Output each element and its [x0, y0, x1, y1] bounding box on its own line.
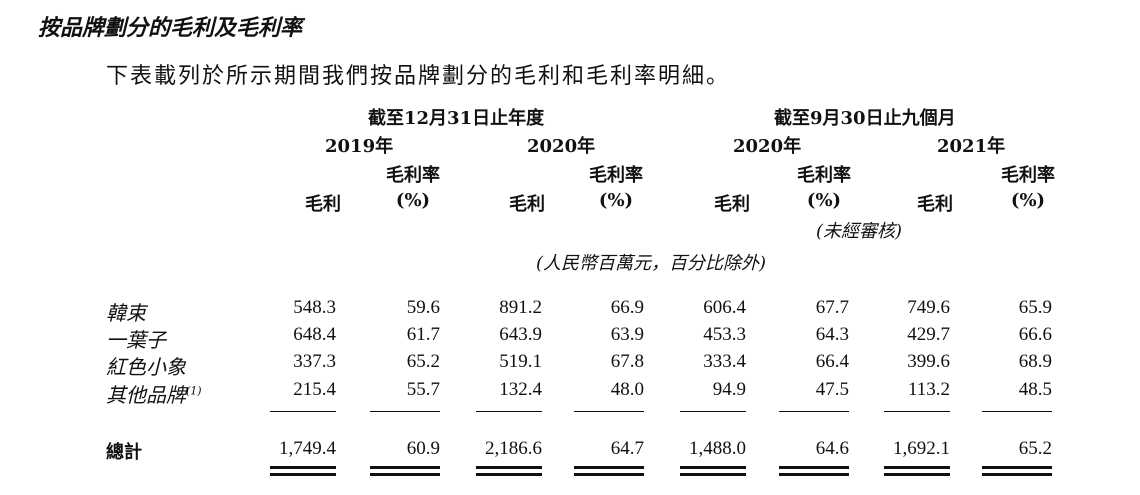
total-double-rule-3 [476, 466, 542, 476]
intro-text: 下表載列於所示期間我們按品牌劃分的毛利和毛利率明細。 [106, 64, 731, 89]
total-cell: 64.7 [610, 438, 644, 459]
col-profit-2: 毛利 [509, 194, 545, 215]
total-double-rule-5 [680, 466, 746, 476]
col-margin-pct-3: (%) [806, 190, 842, 211]
col-profit-1: 毛利 [305, 194, 341, 215]
total-cell: 64.6 [815, 438, 849, 459]
table-cell: 67.7 [815, 297, 849, 318]
col-margin-pct-2: (%) [598, 190, 634, 211]
table-cell: 132.4 [499, 379, 542, 400]
unit-note: (人民幣百萬元，百分比除外) [536, 253, 767, 274]
table-cell: 337.3 [293, 351, 336, 372]
subtotal-rule-8 [982, 411, 1052, 412]
table-cell: 65.2 [406, 351, 440, 372]
year-header-3: 2020年 [733, 136, 802, 157]
total-cell: 1,692.1 [893, 438, 950, 459]
subtotal-rule-4 [574, 411, 644, 412]
total-double-rule-1 [270, 466, 336, 476]
total-cell: 1,749.4 [279, 438, 336, 459]
row-label-yiyezi: 一葉子 [106, 328, 166, 352]
table-cell: 63.9 [610, 324, 644, 345]
table-cell: 94.9 [712, 379, 746, 400]
table-cell: 519.1 [499, 351, 542, 372]
period-header-nine-months: 截至9月30日止九個月 [774, 108, 956, 129]
total-double-rule-7 [884, 466, 950, 476]
col-margin-4: 毛利率 [1001, 165, 1055, 186]
total-cell: 60.9 [406, 438, 440, 459]
subtotal-rule-5 [680, 411, 746, 412]
table-cell: 64.3 [815, 324, 849, 345]
total-cell: 1,488.0 [689, 438, 746, 459]
col-margin-3: 毛利率 [797, 165, 851, 186]
table-cell: 66.9 [610, 297, 644, 318]
table-cell: 333.4 [703, 351, 746, 372]
table-cell: 749.6 [907, 297, 950, 318]
table-cell: 47.5 [815, 379, 849, 400]
year-header-4: 2021年 [937, 136, 1006, 157]
table-cell: 68.9 [1018, 351, 1052, 372]
table-cell: 643.9 [499, 324, 542, 345]
total-double-rule-8 [982, 466, 1052, 476]
subtotal-rule-3 [476, 411, 542, 412]
footnote-marker: (1) [186, 384, 202, 398]
table-cell: 429.7 [907, 324, 950, 345]
table-cell: 66.4 [815, 351, 849, 372]
total-double-rule-4 [574, 466, 644, 476]
col-profit-3: 毛利 [714, 194, 750, 215]
table-cell: 65.9 [1018, 297, 1052, 318]
total-label: 總計 [106, 442, 142, 463]
table-cell: 215.4 [293, 379, 336, 400]
subtotal-rule-6 [779, 411, 849, 412]
table-cell: 399.6 [907, 351, 950, 372]
col-margin-2: 毛利率 [589, 165, 643, 186]
table-cell: 55.7 [406, 379, 440, 400]
table-cell: 548.3 [293, 297, 336, 318]
table-cell: 48.0 [610, 379, 644, 400]
col-profit-4: 毛利 [917, 194, 953, 215]
subtotal-rule-1 [270, 411, 336, 412]
table-cell: 66.6 [1018, 324, 1052, 345]
subtotal-rule-2 [370, 411, 440, 412]
row-label-other-brands: 其他品牌(1) [106, 383, 202, 407]
year-header-1: 2019年 [325, 136, 394, 157]
table-cell: 59.6 [406, 297, 440, 318]
period-header-year-end: 截至12月31日止年度 [368, 108, 545, 129]
row-label-red-elephant: 紅色小象 [106, 355, 186, 379]
col-margin-pct-4: (%) [1010, 190, 1046, 211]
table-cell: 67.8 [610, 351, 644, 372]
row-label-hanshu: 韓束 [106, 301, 146, 325]
col-margin-1: 毛利率 [386, 165, 440, 186]
table-cell: 48.5 [1018, 379, 1052, 400]
year-header-2: 2020年 [527, 136, 596, 157]
table-cell: 61.7 [406, 324, 440, 345]
table-cell: 113.2 [907, 379, 950, 400]
unaudited-note: (未經審核) [816, 221, 903, 242]
col-margin-pct-1: (%) [395, 190, 431, 211]
table-cell: 453.3 [703, 324, 746, 345]
total-cell: 65.2 [1018, 438, 1052, 459]
section-title: 按品牌劃分的毛利及毛利率 [38, 16, 303, 41]
table-cell: 648.4 [293, 324, 336, 345]
total-double-rule-2 [370, 466, 440, 476]
total-cell: 2,186.6 [485, 438, 542, 459]
subtotal-rule-7 [884, 411, 950, 412]
table-cell: 606.4 [703, 297, 746, 318]
table-cell: 891.2 [499, 297, 542, 318]
total-double-rule-6 [779, 466, 849, 476]
